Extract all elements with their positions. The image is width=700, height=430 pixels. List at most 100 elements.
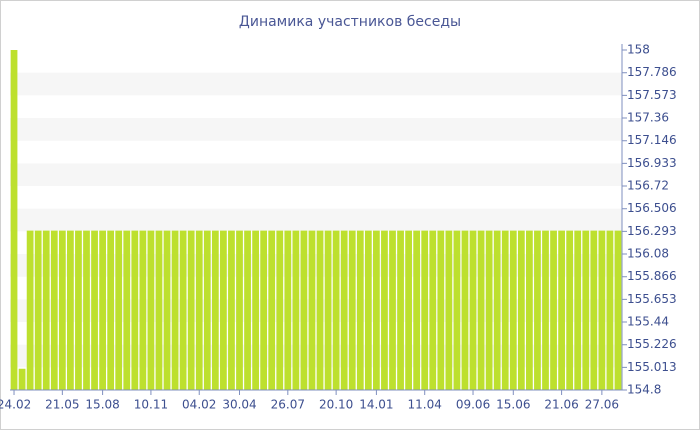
bar: [203, 230, 211, 390]
bar: [598, 230, 606, 390]
bar: [107, 230, 115, 390]
x-tick-label: 09.06: [456, 398, 490, 412]
x-tick-label: 10.11: [134, 398, 168, 412]
bar: [75, 230, 82, 390]
bar: [308, 230, 316, 390]
bar: [67, 230, 74, 390]
bar: [445, 230, 453, 390]
y-tick-label: 156.72: [627, 179, 669, 193]
bar: [139, 230, 147, 390]
bar: [614, 230, 622, 390]
bar: [99, 230, 106, 390]
bar: [340, 230, 348, 390]
bar: [606, 230, 614, 390]
bar: [115, 230, 123, 390]
bar: [509, 230, 517, 390]
bar: [155, 230, 163, 390]
bar: [179, 230, 187, 390]
bar: [26, 230, 34, 390]
bar: [461, 230, 469, 390]
bar: [501, 230, 509, 390]
bar: [413, 230, 421, 390]
bar: [228, 230, 235, 390]
bar: [526, 230, 533, 390]
y-tick-label: 155.226: [627, 337, 677, 351]
bar: [590, 230, 598, 390]
bar: [260, 230, 268, 390]
y-tick-label: 156.08: [627, 247, 669, 261]
y-tick-label: 155.866: [627, 269, 677, 283]
bar: [10, 50, 18, 390]
bar: [268, 230, 276, 390]
y-tick-label: 155.44: [627, 315, 669, 329]
bar: [429, 230, 437, 390]
y-tick-label: 158: [627, 43, 650, 57]
bar: [58, 230, 66, 390]
grid-band: [10, 163, 622, 186]
bar: [42, 230, 50, 390]
bar: [292, 230, 300, 390]
bar: [421, 230, 429, 390]
bar: [485, 230, 493, 390]
bar: [220, 230, 227, 390]
bar: [582, 230, 590, 390]
bar: [18, 368, 26, 390]
x-tick-label: 27.06: [585, 398, 619, 412]
bar: [91, 230, 98, 390]
bar: [437, 230, 445, 390]
x-tick-label: 30.04: [222, 398, 256, 412]
bar: [364, 230, 372, 390]
bar: [131, 230, 139, 390]
y-tick-label: 157.573: [627, 88, 677, 102]
y-tick-label: 155.013: [627, 360, 677, 374]
x-tick-label: 15.06: [496, 398, 530, 412]
bar: [348, 230, 356, 390]
bar: [405, 230, 412, 390]
bar: [34, 230, 42, 390]
bar: [211, 230, 219, 390]
bar: [469, 230, 477, 390]
bar: [558, 230, 565, 390]
grid-band: [10, 72, 622, 96]
bar: [171, 230, 179, 390]
y-tick-label: 155.653: [627, 292, 677, 306]
bar: [324, 230, 332, 390]
bar: [147, 230, 155, 390]
bar: [83, 230, 90, 390]
bar: [566, 230, 574, 390]
bar: [477, 230, 485, 390]
x-tick-label: 15.08: [85, 398, 119, 412]
bar: [389, 230, 396, 390]
bar: [534, 230, 541, 390]
bar: [187, 230, 195, 390]
y-tick-label: 156.933: [627, 156, 677, 170]
bar: [252, 230, 259, 390]
x-tick-label: 24.02: [0, 398, 31, 412]
x-tick-label: 21.06: [544, 398, 578, 412]
bar: [300, 230, 308, 390]
bar: [316, 230, 324, 390]
grid-band: [10, 208, 622, 232]
y-tick-label: 156.293: [627, 224, 677, 238]
bar: [236, 230, 243, 390]
x-tick-label: 21.05: [45, 398, 79, 412]
bar: [195, 230, 203, 390]
x-tick-label: 04.02: [182, 398, 216, 412]
x-tick-label: 14.01: [359, 398, 393, 412]
bar: [123, 230, 131, 390]
bar: [276, 230, 284, 390]
bar: [50, 230, 58, 390]
bar: [244, 230, 251, 390]
bar: [381, 230, 388, 390]
bar: [517, 230, 525, 390]
y-tick-label: 157.146: [627, 133, 677, 147]
y-tick-label: 157.36: [627, 111, 669, 125]
x-tick-label: 20.10: [319, 398, 353, 412]
grid-band: [10, 299, 622, 322]
grid-band: [10, 344, 622, 368]
bar: [542, 230, 549, 390]
bar: [356, 230, 364, 390]
bar: [397, 230, 404, 390]
